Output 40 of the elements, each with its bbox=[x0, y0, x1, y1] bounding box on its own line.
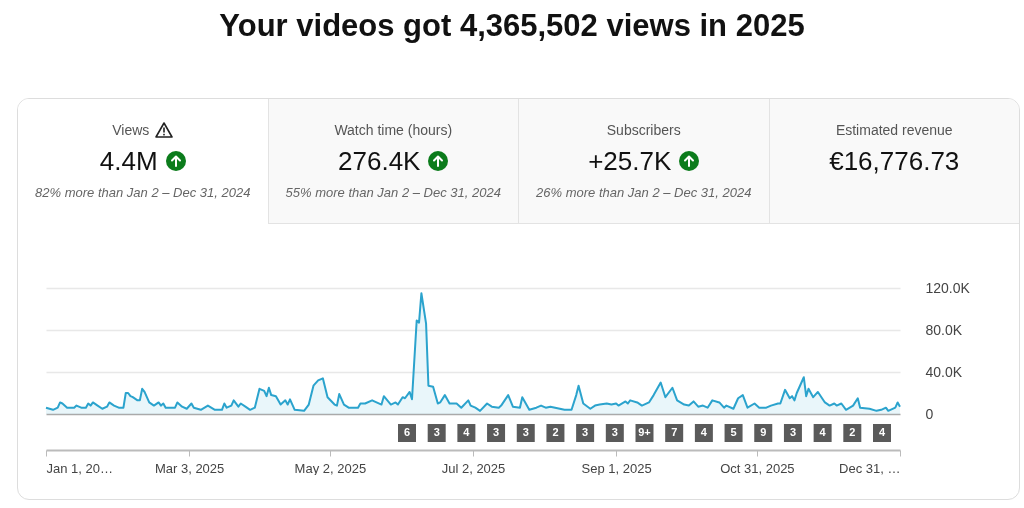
x-tick-label: Sep 1, 2025 bbox=[581, 460, 652, 476]
text: 4 bbox=[819, 426, 827, 438]
text: €16,776.73 bbox=[829, 145, 960, 177]
x-tick-label: Jul 2, 2025 bbox=[441, 460, 506, 476]
text: 4 bbox=[700, 426, 708, 438]
text: 3 bbox=[611, 426, 618, 438]
text: 3 bbox=[582, 426, 589, 438]
text: Subscribers bbox=[606, 122, 681, 138]
text: 3 bbox=[493, 426, 500, 438]
text: +25.7K bbox=[588, 145, 672, 177]
x-tick-label: Dec 31, … bbox=[839, 460, 901, 476]
text: Estimated revenue bbox=[835, 122, 953, 138]
text: 2 bbox=[552, 426, 559, 438]
text: Views bbox=[112, 122, 150, 138]
text: 4.4M bbox=[99, 145, 158, 177]
text: 82% more than Jan 2 – Dec 31, 2024 bbox=[34, 185, 252, 200]
text: 4 bbox=[878, 426, 886, 438]
y-tick-label: 0 bbox=[925, 405, 934, 422]
text: 4 bbox=[463, 426, 471, 438]
x-tick-label: May 2, 2025 bbox=[294, 460, 367, 476]
text: 9+ bbox=[638, 426, 651, 438]
text: 6 bbox=[403, 426, 411, 438]
x-tick-label: Oct 31, 2025 bbox=[720, 460, 795, 476]
text: Watch time (hours) bbox=[334, 122, 453, 138]
y-tick-label: 120.0K bbox=[925, 279, 971, 296]
text: 3 bbox=[789, 426, 796, 438]
text: 5 bbox=[730, 426, 737, 438]
y-tick-label: 40.0K bbox=[925, 363, 963, 380]
text: 3 bbox=[433, 426, 440, 438]
text: 276.4K bbox=[338, 145, 421, 177]
text: 3 bbox=[522, 426, 529, 438]
text: 7 bbox=[671, 426, 678, 438]
chart-title: Your videos got 4,365,502 views in 2025 bbox=[218, 8, 806, 44]
x-tick-label: Mar 3, 2025 bbox=[154, 460, 225, 476]
y-tick-label: 80.0K bbox=[925, 321, 963, 338]
text: 2 bbox=[849, 426, 856, 438]
text: 55% more than Jan 2 – Dec 31, 2024 bbox=[284, 185, 502, 200]
x-tick-label: Jan 1, 20… bbox=[46, 460, 113, 476]
text: 26% more than Jan 2 – Dec 31, 2024 bbox=[535, 185, 753, 200]
text: 9 bbox=[760, 426, 767, 438]
